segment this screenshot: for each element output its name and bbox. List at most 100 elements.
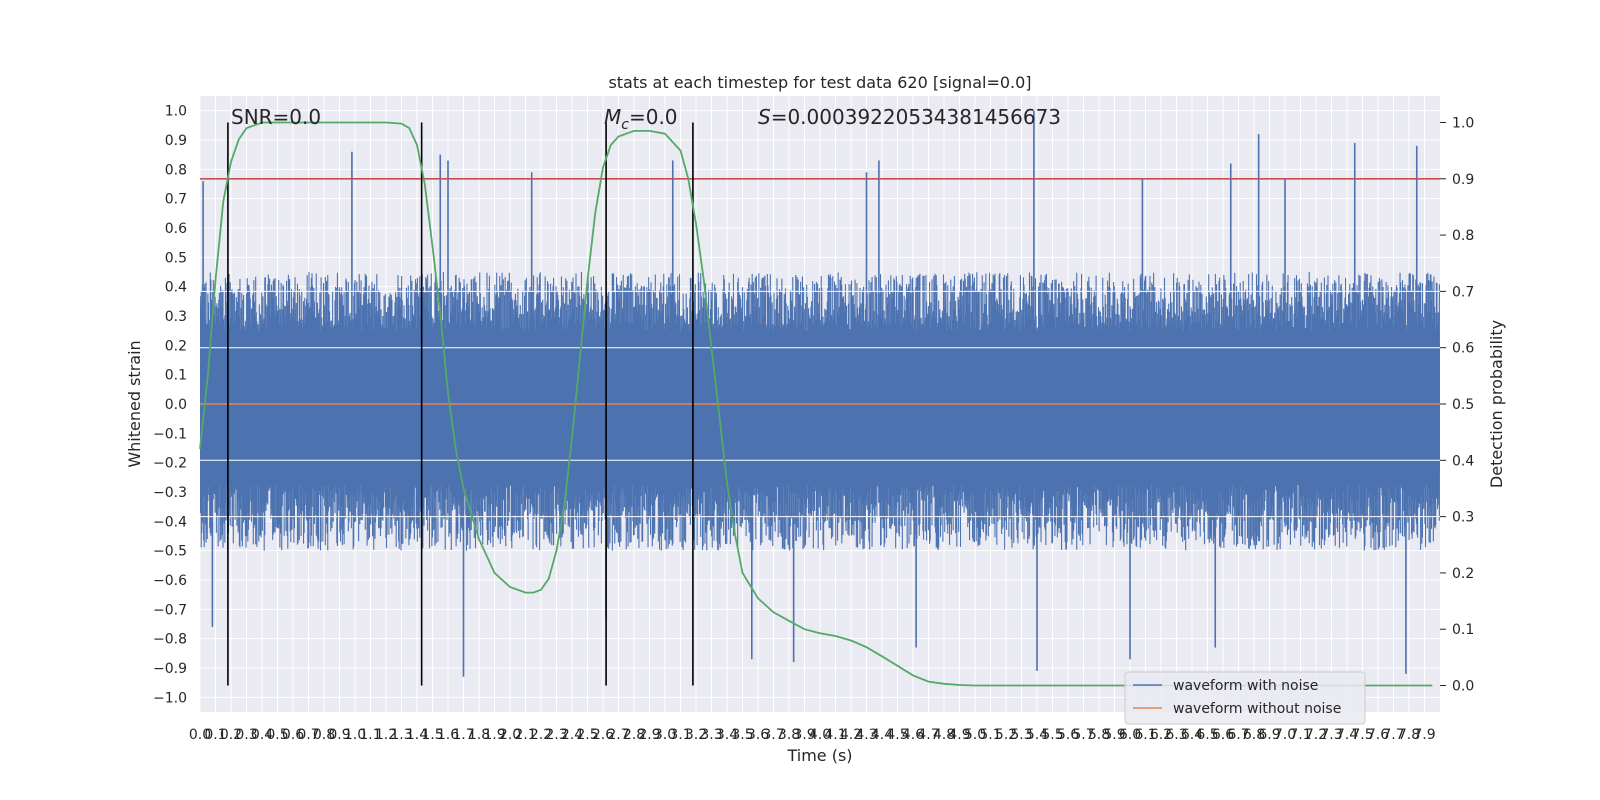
x-tick-label: 1.5	[421, 727, 443, 743]
x-tick-label: 4.3	[855, 727, 877, 743]
chirp-mass-annotation: Mc=0.0	[604, 105, 678, 133]
y-tick-label: −0.6	[153, 573, 187, 589]
statistic-value: =0.00039220534381456673	[771, 105, 1061, 129]
x-tick-label: 1.8	[468, 727, 490, 743]
x-tick-label: 2.0	[499, 727, 521, 743]
x-tick-label: 2.7	[607, 727, 629, 743]
y-tick-label: −1.0	[153, 690, 187, 706]
y2-tick-label: 0.4	[1452, 453, 1474, 469]
x-axis-ticks: 0.00.10.20.30.40.50.60.70.80.91.01.11.21…	[189, 727, 1436, 743]
chart-title: stats at each timestep for test data 620…	[608, 73, 1031, 92]
x-tick-label: 4.0	[809, 727, 831, 743]
y-tick-label: −0.2	[153, 456, 187, 472]
chirp-mass-symbol: M	[604, 105, 621, 129]
y-tick-label: 0.8	[165, 162, 187, 178]
x-tick-label: 0.1	[204, 727, 226, 743]
x-tick-label: 3.0	[654, 727, 676, 743]
statistic-symbol: S	[758, 105, 771, 129]
x-tick-label: 1.6	[437, 727, 459, 743]
x-tick-label: 0.5	[266, 727, 288, 743]
x-tick-label: 1.9	[483, 727, 505, 743]
vertical-markers	[227, 122, 694, 686]
x-tick-label: 6.8	[1243, 727, 1265, 743]
x-tick-label: 0.2	[220, 727, 242, 743]
y2-tick-label: 0.0	[1452, 679, 1474, 695]
x-tick-label: 4.1	[824, 727, 846, 743]
x-tick-label: 2.6	[592, 727, 614, 743]
x-tick-label: 5.6	[1057, 727, 1079, 743]
x-tick-label: 0.8	[313, 727, 335, 743]
x-tick-label: 5.9	[1103, 727, 1125, 743]
x-tick-label: 4.7	[917, 727, 939, 743]
x-tick-label: 7.3	[1320, 727, 1342, 743]
x-tick-label: 3.7	[762, 727, 784, 743]
x-tick-label: 3.6	[747, 727, 769, 743]
x-tick-label: 7.0	[1274, 727, 1296, 743]
x-tick-label: 6.9	[1258, 727, 1280, 743]
x-axis-label: Time (s)	[786, 746, 852, 765]
x-tick-label: 3.1	[669, 727, 691, 743]
y-tick-label: −0.4	[153, 514, 187, 530]
x-tick-label: 6.4	[1181, 727, 1203, 743]
y-tick-label: 0.9	[165, 133, 187, 149]
x-tick-label: 5.0	[964, 727, 986, 743]
x-tick-label: 1.7	[452, 727, 474, 743]
x-tick-label: 5.3	[1010, 727, 1032, 743]
legend-noise-label: waveform with noise	[1173, 678, 1318, 694]
noise-body	[200, 345, 1440, 472]
y2-tick-label: 0.9	[1452, 172, 1474, 188]
x-tick-label: 4.5	[886, 727, 908, 743]
y-tick-label: −0.8	[153, 632, 187, 648]
x-tick-label: 1.4	[406, 727, 428, 743]
snr-annotation: SNR=0.0	[231, 105, 321, 129]
y2-tick-label: 0.6	[1452, 341, 1474, 357]
legend-box	[1124, 671, 1366, 725]
y2-axis-ticks: 1.0 0.9 0.8 0.7 0.6 0.5 0.4 0.3 0.2 0.1 0.0	[1440, 115, 1474, 695]
x-tick-label: 2.1	[514, 727, 536, 743]
x-tick-label: 4.2	[840, 727, 862, 743]
x-tick-label: 6.3	[1165, 727, 1187, 743]
y-axis-ticks: 1.0 0.9 0.8 0.7 0.6 0.5 0.4 0.3 0.2 0.1 0.0 −0.1 −0.…	[153, 104, 187, 707]
x-tick-label: 0.4	[251, 727, 273, 743]
x-tick-label: 0.9	[328, 727, 350, 743]
y2-tick-label: 0.7	[1452, 284, 1474, 300]
y-tick-label: 1.0	[165, 104, 187, 120]
x-tick-label: 1.2	[375, 727, 397, 743]
x-tick-label: 6.5	[1196, 727, 1218, 743]
y-tick-label: 0.6	[165, 221, 187, 237]
y-tick-label: 0.7	[165, 192, 187, 208]
x-tick-label: 6.6	[1212, 727, 1234, 743]
statistic-annotation: S=0.00039220534381456673	[758, 105, 1061, 129]
x-tick-label: 7.2	[1305, 727, 1327, 743]
x-tick-label: 2.4	[561, 727, 583, 743]
y-axis-label: Whitened strain	[125, 340, 144, 467]
y-tick-label: −0.9	[153, 661, 187, 677]
x-tick-label: 5.7	[1072, 727, 1094, 743]
x-tick-label: 2.9	[638, 727, 660, 743]
y-tick-label: −0.3	[153, 485, 187, 501]
x-tick-label: 7.4	[1336, 727, 1358, 743]
x-tick-label: 3.5	[731, 727, 753, 743]
x-tick-label: 4.9	[948, 727, 970, 743]
x-tick-label: 2.2	[530, 727, 552, 743]
y2-tick-label: 0.5	[1452, 397, 1474, 413]
x-tick-label: 4.6	[902, 727, 924, 743]
y2-axis-label: Detection probability	[1487, 320, 1506, 488]
y-tick-label: −0.1	[153, 426, 187, 442]
x-tick-label: 1.3	[390, 727, 412, 743]
x-tick-label: 7.8	[1398, 727, 1420, 743]
detection-probability-line	[199, 121, 1433, 687]
y-tick-label: −0.7	[153, 602, 187, 618]
x-tick-label: 7.1	[1289, 727, 1311, 743]
y2-tick-label: 0.8	[1452, 228, 1474, 244]
y-tick-label: 0.3	[165, 309, 187, 325]
x-tick-label: 2.5	[576, 727, 598, 743]
x-tick-label: 0.0	[189, 727, 211, 743]
x-tick-label: 5.5	[1041, 727, 1063, 743]
x-tick-label: 2.3	[545, 727, 567, 743]
annotations: SNR=0.0 Mc=0.0 S=0.00039220534381456673	[231, 105, 1061, 133]
x-tick-label: 5.1	[979, 727, 1001, 743]
x-tick-label: 7.5	[1351, 727, 1373, 743]
x-tick-label: 6.0	[1119, 727, 1141, 743]
y-tick-label: 0.0	[165, 397, 187, 413]
